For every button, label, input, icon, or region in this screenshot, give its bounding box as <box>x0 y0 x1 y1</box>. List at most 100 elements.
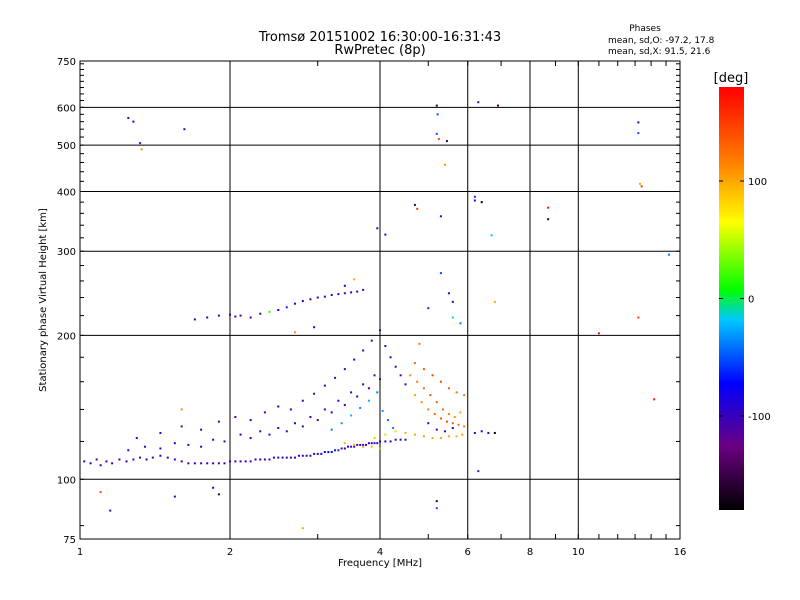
data-point <box>384 440 387 443</box>
data-point <box>132 458 135 461</box>
data-point <box>316 419 319 422</box>
x-tick-label: 16 <box>674 547 687 558</box>
data-point <box>320 452 323 455</box>
data-point <box>353 278 356 281</box>
data-point <box>439 272 442 275</box>
data-point <box>422 387 425 390</box>
data-point <box>143 445 146 448</box>
data-point <box>183 128 186 131</box>
data-point <box>367 399 370 402</box>
data-point <box>461 433 464 436</box>
data-point <box>350 445 353 448</box>
y-tick-label: 75 <box>63 535 76 546</box>
data-point <box>297 454 300 457</box>
data-point <box>389 440 392 443</box>
data-point <box>239 460 242 463</box>
data-point <box>353 445 356 448</box>
data-point <box>362 445 365 448</box>
data-point <box>337 449 340 452</box>
data-point <box>343 292 346 295</box>
data-point <box>200 428 203 431</box>
data-point <box>289 456 292 459</box>
data-point <box>427 307 430 310</box>
data-point <box>330 411 333 414</box>
data-point <box>439 417 442 420</box>
colorbar-tick-label: 100 <box>748 177 767 188</box>
stats-heading: Phases <box>629 24 661 34</box>
data-point <box>217 462 220 465</box>
data-point <box>435 401 438 404</box>
data-point <box>437 138 440 141</box>
data-point <box>95 458 98 461</box>
data-point <box>173 458 176 461</box>
scatter-points <box>83 101 670 530</box>
data-point <box>277 309 280 312</box>
data-point <box>305 454 308 457</box>
data-point <box>399 374 402 377</box>
data-point <box>334 449 337 452</box>
data-point <box>413 394 416 397</box>
data-point <box>473 195 476 198</box>
data-point <box>285 306 288 309</box>
data-point <box>451 316 454 319</box>
data-point <box>443 163 446 166</box>
data-point <box>301 527 304 530</box>
data-point <box>89 462 92 465</box>
data-point <box>301 300 304 303</box>
data-point <box>637 121 640 124</box>
data-point <box>435 428 438 431</box>
stats-line-o: mean, sd,O: -97.2, 17.8 <box>608 36 715 46</box>
data-point <box>259 458 262 461</box>
data-point <box>640 185 643 188</box>
data-point <box>547 206 550 209</box>
data-point <box>323 384 326 387</box>
colorbar-ticks: 100 0 -100 <box>719 177 771 423</box>
data-point <box>362 443 365 446</box>
chart-title-line1: Tromsø 20151002 16:30:00-16:31:43 <box>258 30 501 45</box>
data-point <box>399 438 402 441</box>
data-point <box>653 398 656 401</box>
data-point <box>343 442 346 445</box>
data-point <box>384 433 387 436</box>
data-point <box>373 442 376 445</box>
data-point <box>667 253 670 256</box>
data-point <box>99 491 102 494</box>
data-point <box>249 419 252 422</box>
data-point <box>268 458 271 461</box>
data-point <box>367 387 370 390</box>
data-point <box>277 456 280 459</box>
data-point <box>637 316 640 319</box>
x-tick-label: 1 <box>77 547 83 558</box>
data-point <box>370 442 373 445</box>
data-point <box>493 431 496 434</box>
data-point <box>249 436 252 439</box>
data-point <box>379 329 381 332</box>
data-point <box>249 316 252 319</box>
data-point <box>413 433 416 436</box>
data-point <box>135 436 138 439</box>
data-point <box>453 415 456 418</box>
colorbar-tick-label: -100 <box>748 412 771 423</box>
data-point <box>384 233 387 236</box>
data-point <box>285 430 288 433</box>
data-point <box>330 293 333 296</box>
data-point <box>439 436 442 439</box>
data-point <box>139 456 142 459</box>
data-point <box>443 430 446 433</box>
data-point <box>330 451 333 454</box>
grid-lines <box>80 61 680 539</box>
data-point <box>433 412 436 415</box>
data-point <box>376 391 379 394</box>
data-point <box>254 458 257 461</box>
data-point <box>418 342 421 345</box>
data-point <box>422 435 425 438</box>
data-point <box>187 462 190 465</box>
data-point <box>166 456 169 459</box>
data-point <box>343 368 346 371</box>
data-point <box>234 415 237 418</box>
data-point <box>370 445 373 448</box>
data-point <box>337 293 340 296</box>
data-point <box>132 120 135 123</box>
data-point <box>420 401 423 404</box>
